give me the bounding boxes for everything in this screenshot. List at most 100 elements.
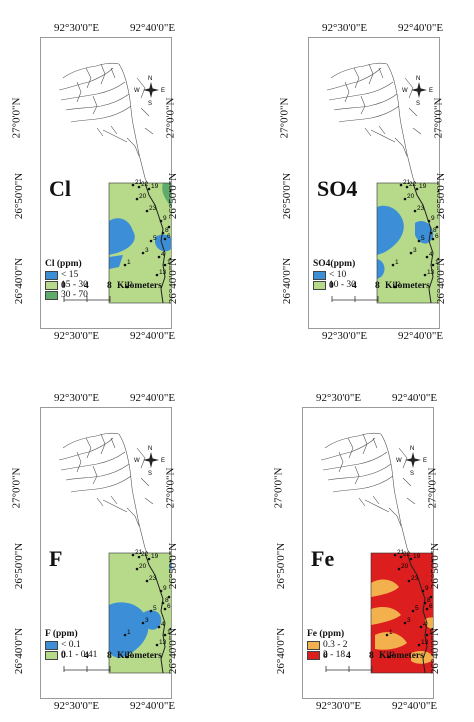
site-label: 5 bbox=[153, 235, 157, 242]
site-label: 23 bbox=[417, 205, 425, 212]
map-frame: 1234567891011121314151617181920212223 N … bbox=[308, 37, 461, 329]
site-label: 13 bbox=[159, 639, 167, 646]
compass-w: W bbox=[134, 458, 140, 464]
sampling-site-1 bbox=[123, 263, 127, 267]
legend-title: F (ppm) bbox=[45, 629, 78, 639]
map-canvas: 1234567891011121314151617181920212223 N … bbox=[58, 62, 193, 304]
class-zone bbox=[109, 183, 187, 303]
site-label: 19 bbox=[151, 183, 159, 190]
sampling-site-2 bbox=[125, 655, 129, 659]
site-label: 2 bbox=[391, 651, 395, 658]
site-label: 8 bbox=[165, 597, 169, 604]
river-network bbox=[320, 432, 416, 599]
sampling-site-5 bbox=[149, 609, 153, 613]
lon-label-top-right: 92°40'0"E bbox=[130, 22, 176, 34]
sampling-site-3 bbox=[403, 621, 407, 625]
lat-label-right-top: 27°0'0"N bbox=[426, 467, 439, 509]
sampling-site-8 bbox=[423, 601, 427, 605]
sampling-site-2 bbox=[387, 655, 391, 659]
sampling-site-23 bbox=[407, 579, 411, 583]
site-label: 3 bbox=[145, 247, 149, 254]
sampling-site-20 bbox=[403, 197, 407, 201]
lat-label-right-bot: 26°40'0"N bbox=[435, 257, 448, 305]
lat-label-left-mid: 26°50'0"N bbox=[13, 542, 26, 590]
lat-label-left-bot: 26°40'0"N bbox=[275, 627, 288, 675]
scale-tick-0: 0 bbox=[329, 281, 334, 291]
legend-label: < 15 bbox=[61, 270, 79, 280]
class-zone bbox=[371, 579, 399, 597]
legend-swatch bbox=[45, 270, 58, 280]
lon-label-bottom-right: 92°40'0"E bbox=[130, 330, 176, 342]
compass-s: S bbox=[148, 101, 152, 107]
lat-label-left-mid: 26°50'0"N bbox=[275, 542, 288, 590]
lat-label-right-bot: 26°40'0"N bbox=[167, 257, 180, 305]
compass-rose: N S E W bbox=[396, 446, 427, 477]
sampling-site-8 bbox=[161, 231, 165, 235]
legend-swatch bbox=[307, 650, 320, 660]
legend-label: 2 - 18 bbox=[323, 650, 346, 660]
scale-tick-0: 0 bbox=[61, 281, 66, 291]
site-label: 4 bbox=[161, 621, 165, 628]
scale-unit: Kilometers bbox=[379, 651, 424, 661]
site-label: 12 bbox=[429, 629, 433, 636]
sampling-site-12 bbox=[163, 263, 167, 267]
sampling-site-6 bbox=[163, 607, 167, 611]
sampling-site-2 bbox=[125, 285, 129, 289]
sampling-site-19 bbox=[147, 557, 151, 561]
sampling-site-20 bbox=[135, 197, 139, 201]
sampling-site-7 bbox=[167, 225, 171, 229]
site-label: 9 bbox=[431, 215, 435, 222]
site-label: 20 bbox=[407, 193, 415, 200]
map-panel-fe: 92°30'0"E 92°40'0"E 123456789 bbox=[262, 392, 454, 722]
compass-s: S bbox=[410, 471, 414, 477]
scale-unit: Kilometers bbox=[117, 281, 162, 291]
legend-swatch bbox=[313, 280, 326, 290]
sampling-site-19 bbox=[409, 557, 413, 561]
site-label: 5 bbox=[415, 605, 419, 612]
sampling-site-7 bbox=[429, 595, 433, 599]
scale-tick-8: 8 bbox=[107, 281, 112, 291]
legend-title: SO4(ppm) bbox=[313, 259, 356, 269]
site-label: 20 bbox=[401, 563, 409, 570]
scale-unit: Kilometers bbox=[117, 651, 162, 661]
lat-label-left-top: 27°0'0"N bbox=[10, 467, 23, 509]
class-zone bbox=[375, 632, 407, 650]
legend-title: Cl (ppm) bbox=[45, 259, 82, 269]
lon-label-top-right: 92°40'0"E bbox=[398, 22, 444, 34]
legend-item: 15 - 30 bbox=[45, 280, 88, 290]
parameter-name: SO4 bbox=[317, 176, 358, 201]
sampling-site-20 bbox=[135, 567, 139, 571]
main-river bbox=[144, 552, 166, 674]
sampling-site-1 bbox=[391, 263, 395, 267]
lat-label-left-bot: 26°40'0"N bbox=[281, 257, 294, 305]
lat-label-right-mid: 26°50'0"N bbox=[429, 542, 442, 590]
sampling-site-6 bbox=[425, 607, 429, 611]
compass-rose: N S E W bbox=[134, 446, 165, 477]
compass-e: E bbox=[423, 458, 427, 464]
sampling-site-13 bbox=[423, 273, 427, 277]
lon-label-bottom-left: 92°30'0"E bbox=[54, 700, 100, 712]
class-zone bbox=[371, 607, 401, 625]
class-zone bbox=[109, 602, 149, 658]
legend-label: 30 - 70 bbox=[61, 290, 88, 300]
scale-tick-4: 4 bbox=[352, 281, 357, 291]
scale-tick-0: 0 bbox=[61, 651, 66, 661]
sampling-site-23 bbox=[145, 579, 149, 583]
site-label: 21 bbox=[135, 549, 143, 556]
lat-label-left-bot: 26°40'0"N bbox=[13, 627, 26, 675]
compass-e: E bbox=[161, 458, 165, 464]
lon-label-top-left: 92°30'0"E bbox=[54, 22, 100, 34]
legend-title: Fe (ppm) bbox=[307, 629, 345, 639]
compass-s: S bbox=[416, 101, 420, 107]
site-label: 12 bbox=[167, 629, 171, 636]
class-zone bbox=[109, 218, 135, 255]
lat-label-right-mid: 26°50'0"N bbox=[167, 172, 180, 220]
sampling-site-3 bbox=[141, 251, 145, 255]
sampling-site-1 bbox=[123, 633, 127, 637]
compass-n: N bbox=[148, 446, 152, 452]
compass-rose: N S E W bbox=[402, 76, 433, 107]
main-river bbox=[412, 182, 434, 304]
site-label: 19 bbox=[151, 553, 159, 560]
sampling-site-22 bbox=[405, 185, 409, 189]
compass-n: N bbox=[148, 76, 152, 82]
